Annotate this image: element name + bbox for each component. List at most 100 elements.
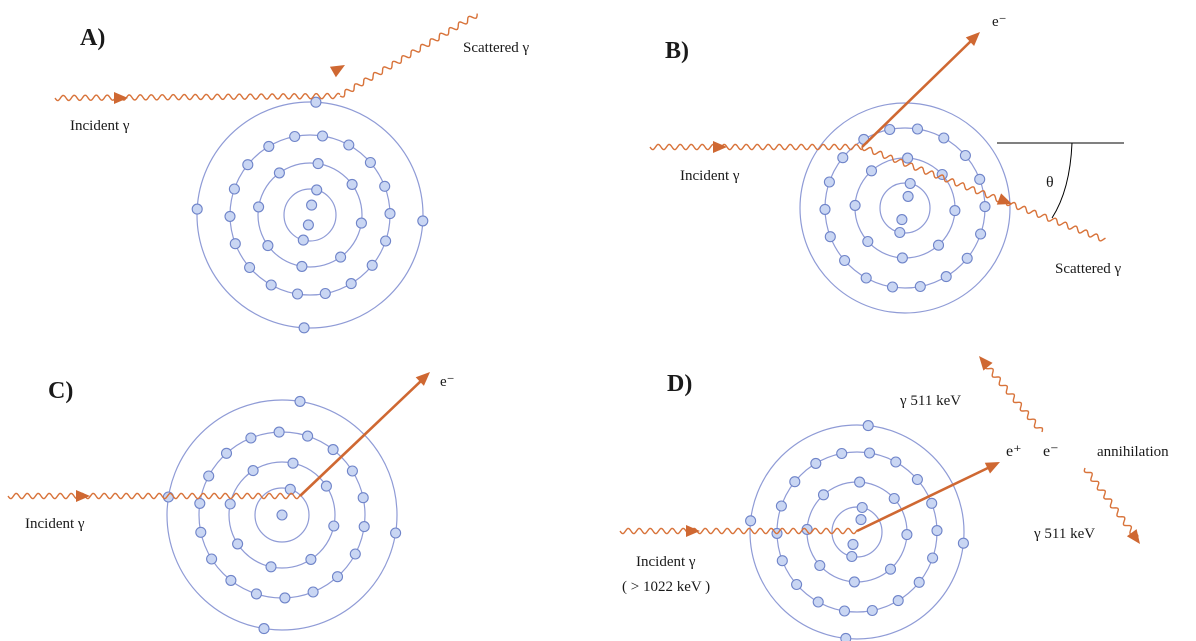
electron xyxy=(245,432,257,444)
electron xyxy=(297,234,309,246)
electron xyxy=(927,552,939,564)
orbit-shell xyxy=(749,424,965,640)
panel-a-atom xyxy=(191,96,429,334)
electron xyxy=(824,231,836,243)
incident-gamma-label: Incident γ xyxy=(636,554,696,570)
electron xyxy=(265,279,277,291)
electron xyxy=(355,217,367,229)
electron xyxy=(242,159,254,171)
ejected-electron-arrowhead xyxy=(965,32,980,46)
electron-cloud xyxy=(745,420,969,641)
orbit-shell xyxy=(166,399,398,631)
electron xyxy=(220,447,233,459)
electron xyxy=(343,139,355,151)
electron xyxy=(886,281,899,293)
electron xyxy=(902,152,914,164)
electron xyxy=(848,576,860,588)
electron xyxy=(789,476,801,488)
electron xyxy=(289,130,301,143)
electron xyxy=(224,498,236,510)
electron xyxy=(810,457,822,469)
electron xyxy=(959,149,971,162)
electron xyxy=(307,586,319,598)
annihilation-photon-upper-wave xyxy=(983,359,1044,433)
electron xyxy=(262,240,274,252)
pair-production-arrowhead xyxy=(984,462,1000,474)
electron xyxy=(263,140,275,152)
orbit-shell xyxy=(229,134,391,296)
electron xyxy=(224,210,236,222)
electron xyxy=(863,447,876,459)
panel-b: B) e⁻ Incident γ Scattered γ θ xyxy=(649,14,1124,314)
electron xyxy=(191,203,203,215)
electron xyxy=(849,199,861,211)
electron xyxy=(745,515,757,527)
electron xyxy=(957,537,969,549)
electron-label: e⁻ xyxy=(992,14,1007,30)
electron xyxy=(979,201,991,213)
electron xyxy=(896,252,908,264)
annihilation-photon-lower-wave xyxy=(1083,467,1139,541)
ejected-electron-arrow xyxy=(861,39,973,148)
electron xyxy=(894,226,906,239)
electron xyxy=(331,571,344,583)
electron-cloud xyxy=(191,96,429,334)
electron xyxy=(265,561,277,573)
electron xyxy=(866,604,878,617)
pair-production-arrow xyxy=(856,464,993,533)
electron xyxy=(232,538,244,550)
electron xyxy=(961,252,973,264)
electron xyxy=(888,492,900,505)
electron xyxy=(814,559,826,572)
electron xyxy=(306,199,318,211)
electron-label: e⁻ xyxy=(440,374,455,390)
electron xyxy=(817,489,830,501)
electron xyxy=(840,632,852,641)
electron xyxy=(327,444,339,456)
electron xyxy=(384,208,396,220)
electron xyxy=(417,215,429,227)
gamma-511-lower-label: γ 511 keV xyxy=(1033,526,1095,542)
orbit-shell xyxy=(254,487,310,543)
electron xyxy=(225,574,237,586)
energy-threshold-label: ( > 1022 keV ) xyxy=(622,579,710,595)
electron xyxy=(791,578,803,591)
electron xyxy=(890,456,902,468)
electron xyxy=(862,420,874,432)
ejected-electron-arrow xyxy=(299,379,423,497)
orbit-shell xyxy=(228,461,336,569)
electron xyxy=(310,96,322,108)
electron xyxy=(357,492,369,504)
electron xyxy=(932,239,945,251)
electron xyxy=(195,526,207,538)
annihilation-label: annihilation xyxy=(1097,444,1169,460)
electron xyxy=(276,509,288,521)
electron xyxy=(904,177,916,190)
incident-photon-wave xyxy=(54,92,341,102)
orbit-shell xyxy=(257,162,363,268)
orbit-shell xyxy=(824,127,986,289)
electron xyxy=(291,288,304,300)
panel-d-label: D) xyxy=(667,371,692,397)
orbit-shell xyxy=(283,188,337,242)
electron xyxy=(279,592,291,604)
electron xyxy=(847,538,859,550)
electron xyxy=(229,238,241,250)
electron xyxy=(316,130,329,142)
electron xyxy=(855,514,867,526)
electron xyxy=(379,180,391,192)
electron xyxy=(273,426,285,438)
electron xyxy=(247,465,259,477)
electron xyxy=(228,183,240,195)
electron xyxy=(349,548,361,560)
electron xyxy=(940,271,952,283)
panel-b-label: B) xyxy=(665,38,689,64)
electron xyxy=(364,156,376,169)
electron xyxy=(335,251,347,263)
electron xyxy=(838,605,851,617)
electron xyxy=(884,123,896,136)
incident-gamma-label: Incident γ xyxy=(70,118,130,134)
positron-label: e⁺ xyxy=(1006,443,1022,460)
incident-gamma-label: Incident γ xyxy=(25,516,85,532)
